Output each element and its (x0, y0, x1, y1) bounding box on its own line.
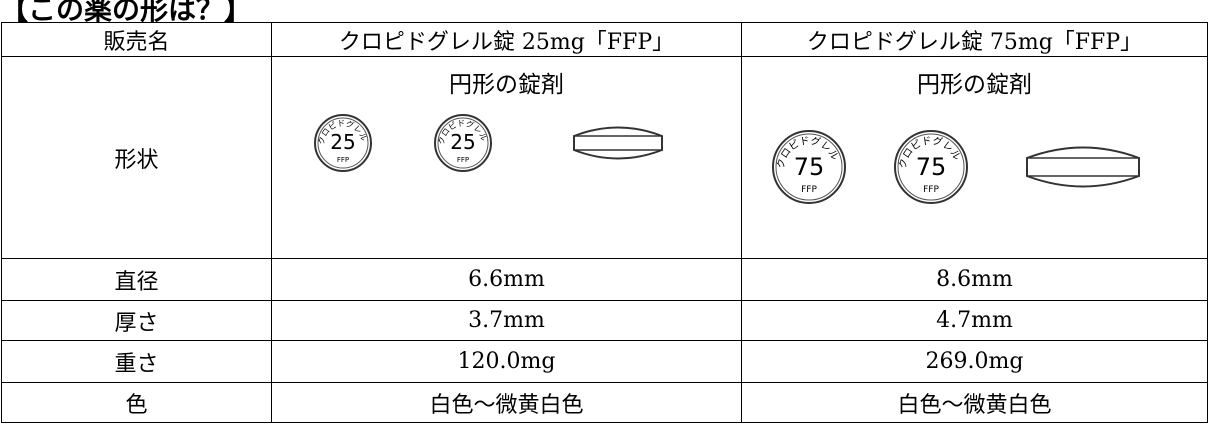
tablet-side (1025, 146, 1140, 188)
tablet-front: クロピドグレル 75 FFP (771, 130, 846, 204)
row-label: 厚さ (1, 300, 272, 341)
tablet-illustration: クロピドグレル 75 FFP クロピドグレル 75 FFP (771, 130, 1140, 204)
inscription-center: 75 (793, 153, 824, 181)
inscription-bottom: FFP (336, 156, 348, 164)
row-label: 色 (1, 382, 272, 423)
data-cell: 6.6mm (271, 258, 742, 301)
inscription-bottom: FFP (456, 156, 468, 164)
header-row: 販売名 クロピドグレル錠 25mg「FFP」 クロピドグレル錠 75mg「FFP… (1, 22, 1208, 57)
data-cell: 白色～微黄白色 (741, 382, 1208, 423)
header-cell: クロピドグレル錠 75mg「FFP」 (741, 22, 1208, 57)
shape-cell: 円形の錠剤 クロピドグレル 25 FFP クロピドグレル 25 FFP (271, 56, 742, 259)
inscription-center: 25 (330, 130, 355, 154)
shape-caption: 円形の錠剤 (449, 72, 564, 98)
inscription-bottom: FFP (801, 185, 817, 195)
tablet-front: クロピドグレル 25 FFP (313, 114, 372, 172)
tablet-back: クロピドグレル 25 FFP (433, 114, 492, 172)
data-row: 厚さ 3.7mm 4.7mm (1, 300, 1208, 341)
data-cell: 白色～微黄白色 (271, 382, 742, 423)
data-row: 直径 6.6mm 8.6mm (1, 258, 1208, 301)
tablet-table: 販売名 クロピドグレル錠 25mg「FFP」 クロピドグレル錠 75mg「FFP… (1, 22, 1208, 423)
shape-cell: 円形の錠剤 クロピドグレル 75 FFP クロピドグレル 75 FFP (741, 56, 1208, 259)
tablet-illustration: クロピドグレル 25 FFP クロピドグレル 25 FFP (313, 114, 663, 172)
inscription-center: 75 (915, 153, 946, 181)
inscription-bottom: FFP (923, 185, 939, 195)
row-label: 重さ (1, 340, 272, 383)
data-row: 色 白色～微黄白色 白色～微黄白色 (1, 382, 1208, 423)
tablet-side (572, 126, 663, 160)
data-row: 重さ 120.0mg 269.0mg (1, 340, 1208, 383)
header-cell: 販売名 (1, 22, 272, 57)
data-cell: 269.0mg (741, 340, 1208, 383)
data-cell: 4.7mm (741, 300, 1208, 341)
data-cell: 3.7mm (271, 300, 742, 341)
inscription-center: 25 (450, 130, 475, 154)
shape-caption: 円形の錠剤 (917, 72, 1032, 98)
tablet-back: クロピドグレル 75 FFP (893, 130, 968, 204)
row-label: 形状 (1, 56, 272, 259)
shape-row: 形状 円形の錠剤 クロピドグレル 25 FFP クロピドグレル 25 FFP (1, 56, 1208, 259)
row-label: 直径 (1, 258, 272, 301)
header-cell: クロピドグレル錠 25mg「FFP」 (271, 22, 742, 57)
page-title: 【この薬の形は？】 (0, 0, 253, 26)
data-cell: 120.0mg (271, 340, 742, 383)
data-cell: 8.6mm (741, 258, 1208, 301)
